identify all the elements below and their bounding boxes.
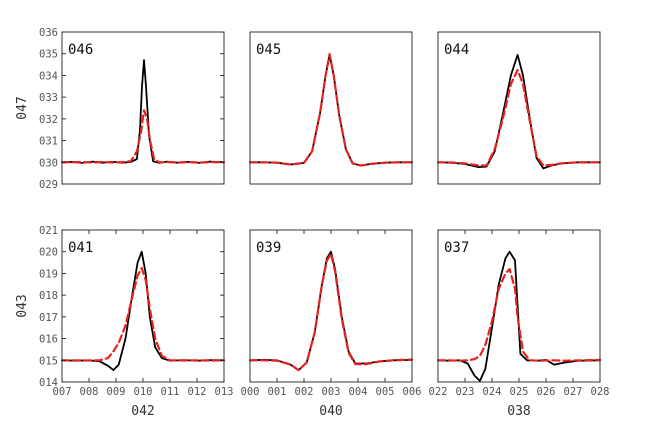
x-tick-label: 028: [591, 386, 610, 398]
x-tick-label: 026: [537, 386, 556, 398]
panel-title: 039: [256, 240, 281, 256]
series-line-2: [436, 268, 602, 362]
plot-frame: [61, 31, 225, 185]
y-tick-label: 035: [39, 49, 58, 61]
series-line-1: [437, 250, 601, 382]
x-tick-label: 013: [215, 386, 234, 398]
y-tick-label: 015: [39, 355, 58, 367]
series-line-1: [249, 53, 413, 167]
y-tick-label: 029: [39, 179, 58, 191]
x-tick-label: 011: [161, 386, 180, 398]
plot-frame: [437, 31, 601, 185]
x-tick-label: 002: [295, 386, 314, 398]
panel-2: 045: [248, 31, 414, 185]
panel-title: 037: [444, 240, 469, 256]
x-tick-label: 022: [429, 386, 448, 398]
series-line-2: [436, 68, 602, 167]
y-tick-label: 020: [39, 247, 58, 259]
panel-title: 045: [256, 42, 281, 58]
x-tick-label: 027: [564, 386, 583, 398]
panel-title: 041: [68, 240, 93, 256]
x-tick-label: 001: [268, 386, 287, 398]
series-line-2: [248, 252, 414, 372]
y-tick-label: 034: [39, 70, 58, 82]
panel-title: 046: [68, 42, 93, 58]
x-tick-label: 005: [376, 386, 395, 398]
y-tick-label: 014: [39, 377, 58, 389]
y-axis-label: 047: [15, 96, 30, 119]
y-tick-label: 031: [39, 136, 58, 148]
series-line-2: [248, 53, 414, 167]
series-line-2: [60, 266, 226, 362]
y-tick-label: 016: [39, 334, 58, 346]
series-line-1: [249, 250, 413, 371]
x-tick-label: 009: [107, 386, 126, 398]
y-tick-label: 032: [39, 114, 58, 126]
x-tick-label: 003: [322, 386, 341, 398]
x-axis-label: 040: [319, 404, 342, 419]
x-axis-label: 038: [507, 404, 530, 419]
panel-6: 037 022 023 024 025 026 027 028 038: [429, 229, 610, 419]
plot-frame: [249, 31, 413, 185]
panel-4: 041 014 015 016 017 018 019 020 021 007 008 009 010 0…: [15, 225, 233, 419]
x-tick-label: 008: [80, 386, 99, 398]
x-tick-label: 004: [349, 386, 368, 398]
y-tick-label: 021: [39, 225, 58, 237]
panel-3: 044: [436, 31, 602, 185]
panel-5: 039 000 001 002 003 004 005 006 040: [241, 229, 422, 419]
x-tick-label: 012: [188, 386, 207, 398]
y-axis-label: 043: [15, 294, 30, 317]
x-tick-label: 000: [241, 386, 260, 398]
y-tick-label: 030: [39, 157, 58, 169]
x-tick-label: 024: [483, 386, 502, 398]
y-tick-label: 019: [39, 268, 58, 280]
x-tick-label: 025: [510, 386, 529, 398]
series-line-1: [437, 53, 601, 170]
x-tick-label: 023: [456, 386, 475, 398]
y-tick-label: 018: [39, 290, 58, 302]
y-tick-label: 033: [39, 92, 58, 104]
y-tick-label: 017: [39, 312, 58, 324]
x-tick-label: 010: [134, 386, 153, 398]
y-tick-label: 036: [39, 27, 58, 39]
x-tick-label: 006: [403, 386, 422, 398]
panel-1: 046 029 030 031 032 033 034 035 036 047: [15, 27, 226, 191]
panel-title: 044: [444, 42, 469, 58]
x-tick-label: 007: [53, 386, 72, 398]
series-line-2: [60, 109, 226, 164]
x-axis-label: 042: [131, 404, 154, 419]
